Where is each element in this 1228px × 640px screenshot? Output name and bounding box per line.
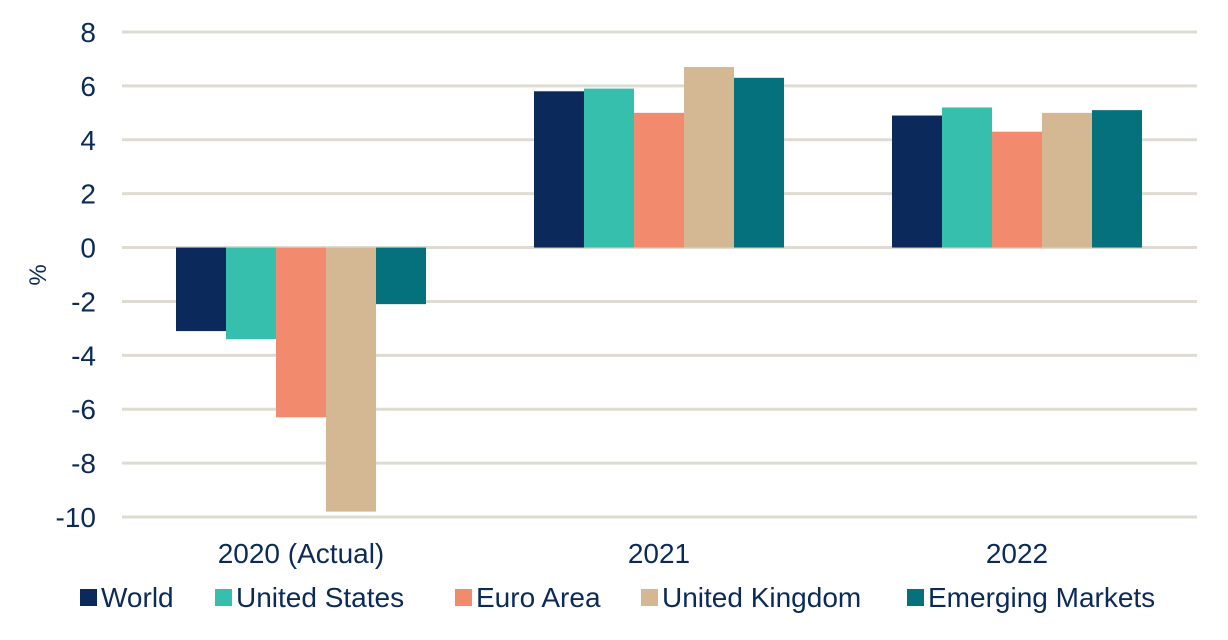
legend-swatch [80,589,97,606]
y-tick-label: -10 [56,502,96,533]
y-tick-label: -6 [71,394,96,425]
bar-united-kingdom-1 [684,67,734,248]
y-tick-label: 0 [80,233,96,264]
y-axis-ticks: 8 6 4 2 0 -2 -4 -6 -8 -10 [56,17,96,533]
legend-swatch [641,589,658,606]
bar-world-2 [892,115,942,248]
bar-emerging-markets-2 [1092,110,1142,248]
y-tick-label: 2 [80,179,96,210]
legend-label: Emerging Markets [928,582,1155,613]
x-tick-label: 2020 (Actual) [218,538,385,569]
bar-world-1 [534,91,584,248]
y-axis-label: % [25,264,52,285]
bars [176,67,1142,512]
y-tick-label: 6 [80,71,96,102]
bar-united-kingdom-2 [1042,112,1092,248]
bar-united-kingdom-0 [326,247,376,512]
bar-euro-area-2 [992,131,1042,248]
bar-world-0 [176,247,226,332]
legend-label: United Kingdom [662,582,861,613]
legend-label: United States [236,582,404,613]
bar-emerging-markets-0 [376,247,426,305]
bar-euro-area-1 [634,112,684,248]
x-tick-label: 2022 [986,538,1048,569]
legend-label: Euro Area [476,582,601,613]
legend-swatch [907,589,924,606]
y-tick-label: -8 [71,448,96,479]
x-tick-label: 2021 [628,538,690,569]
legend-swatch [215,589,232,606]
bar-euro-area-0 [276,247,326,418]
y-tick-label: 8 [80,17,96,48]
legend: World United States Euro Area United Kingdo… [80,582,1155,613]
legend-label: World [101,582,174,613]
bar-emerging-markets-1 [734,77,784,248]
x-axis-ticks: 2020 (Actual) 2021 2022 [218,538,1048,569]
y-tick-label: -4 [71,340,96,371]
bar-united-states-1 [584,88,634,248]
bar-united-states-0 [226,247,276,340]
legend-swatch [455,589,472,606]
bar-united-states-2 [942,107,992,248]
y-tick-label: -2 [71,286,96,317]
y-tick-label: 4 [80,125,96,156]
